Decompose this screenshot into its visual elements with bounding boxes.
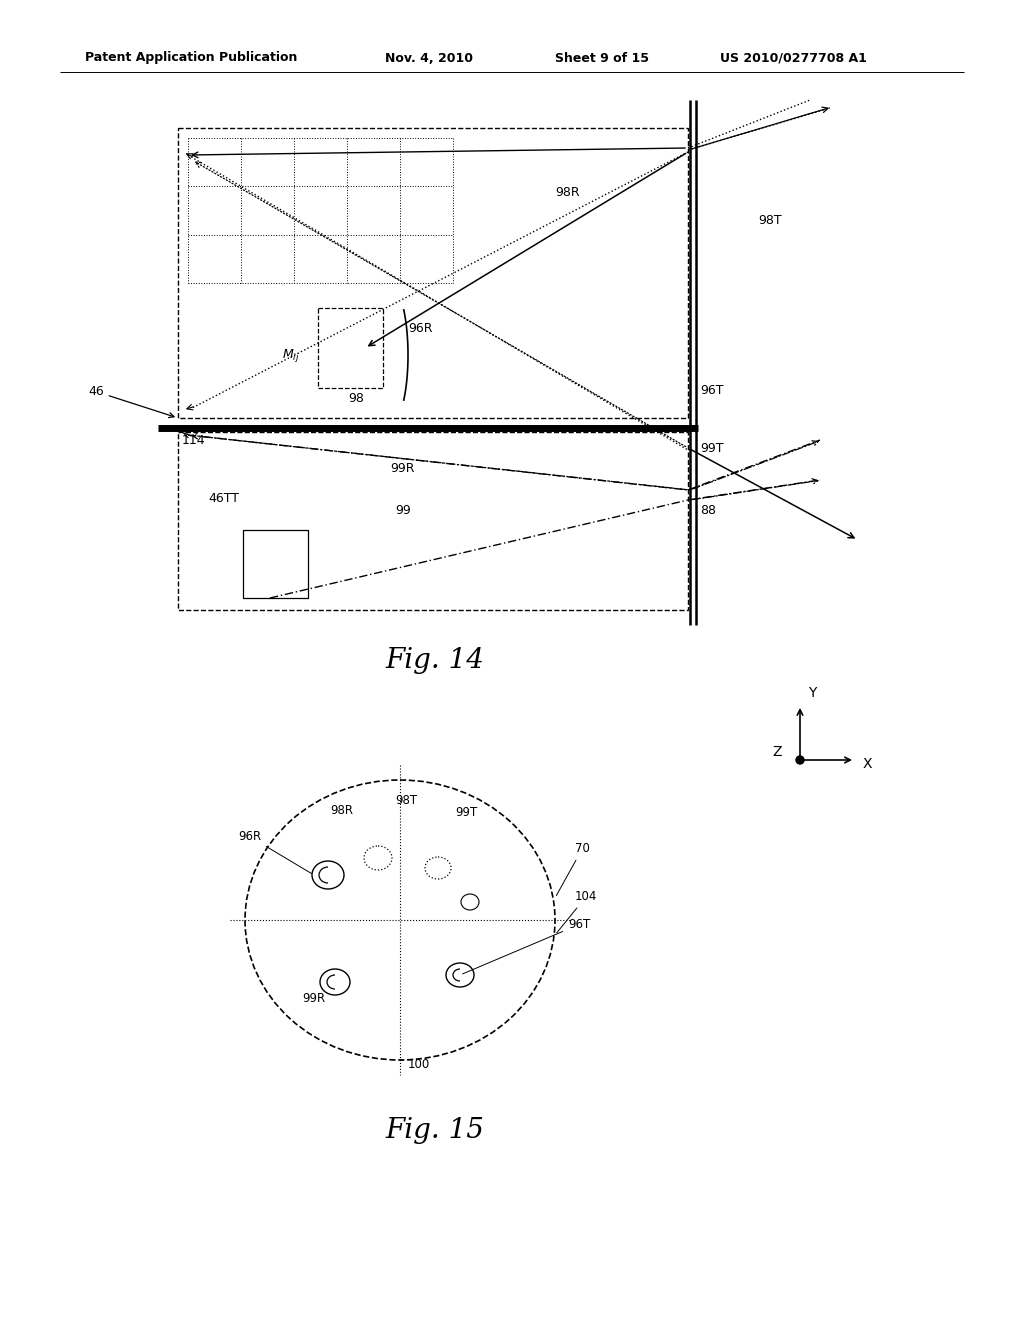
Text: Patent Application Publication: Patent Application Publication	[85, 51, 297, 65]
Text: 99R: 99R	[302, 991, 326, 1005]
Text: 100: 100	[400, 1059, 430, 1071]
Text: 98T: 98T	[395, 793, 417, 807]
Text: Nov. 4, 2010: Nov. 4, 2010	[385, 51, 473, 65]
Text: Fig. 14: Fig. 14	[386, 647, 484, 673]
Text: 104: 104	[557, 890, 597, 933]
Text: US 2010/0277708 A1: US 2010/0277708 A1	[720, 51, 867, 65]
Text: 98: 98	[348, 392, 364, 404]
Text: 46TT: 46TT	[208, 491, 239, 504]
Text: 96T: 96T	[463, 917, 590, 974]
Circle shape	[796, 756, 804, 764]
Text: 114: 114	[182, 433, 206, 446]
Text: 70: 70	[556, 842, 590, 895]
Text: Fig. 15: Fig. 15	[386, 1117, 484, 1143]
Text: 98R: 98R	[330, 804, 353, 817]
Text: 99T: 99T	[700, 441, 724, 454]
Text: 99: 99	[395, 503, 411, 516]
Text: Sheet 9 of 15: Sheet 9 of 15	[555, 51, 649, 65]
Text: 99T: 99T	[455, 805, 477, 818]
Text: 96R: 96R	[408, 322, 432, 334]
Text: 98T: 98T	[758, 214, 781, 227]
Text: 96T: 96T	[700, 384, 724, 396]
Text: 46: 46	[88, 385, 174, 417]
Text: 98R: 98R	[555, 186, 580, 198]
Text: 88: 88	[700, 503, 716, 516]
Text: $M_{ij}$: $M_{ij}$	[282, 346, 300, 363]
Text: 99R: 99R	[390, 462, 415, 474]
Text: Z: Z	[772, 744, 781, 759]
Text: X: X	[863, 756, 872, 771]
Text: 96R: 96R	[238, 830, 311, 874]
Text: Y: Y	[808, 686, 816, 700]
